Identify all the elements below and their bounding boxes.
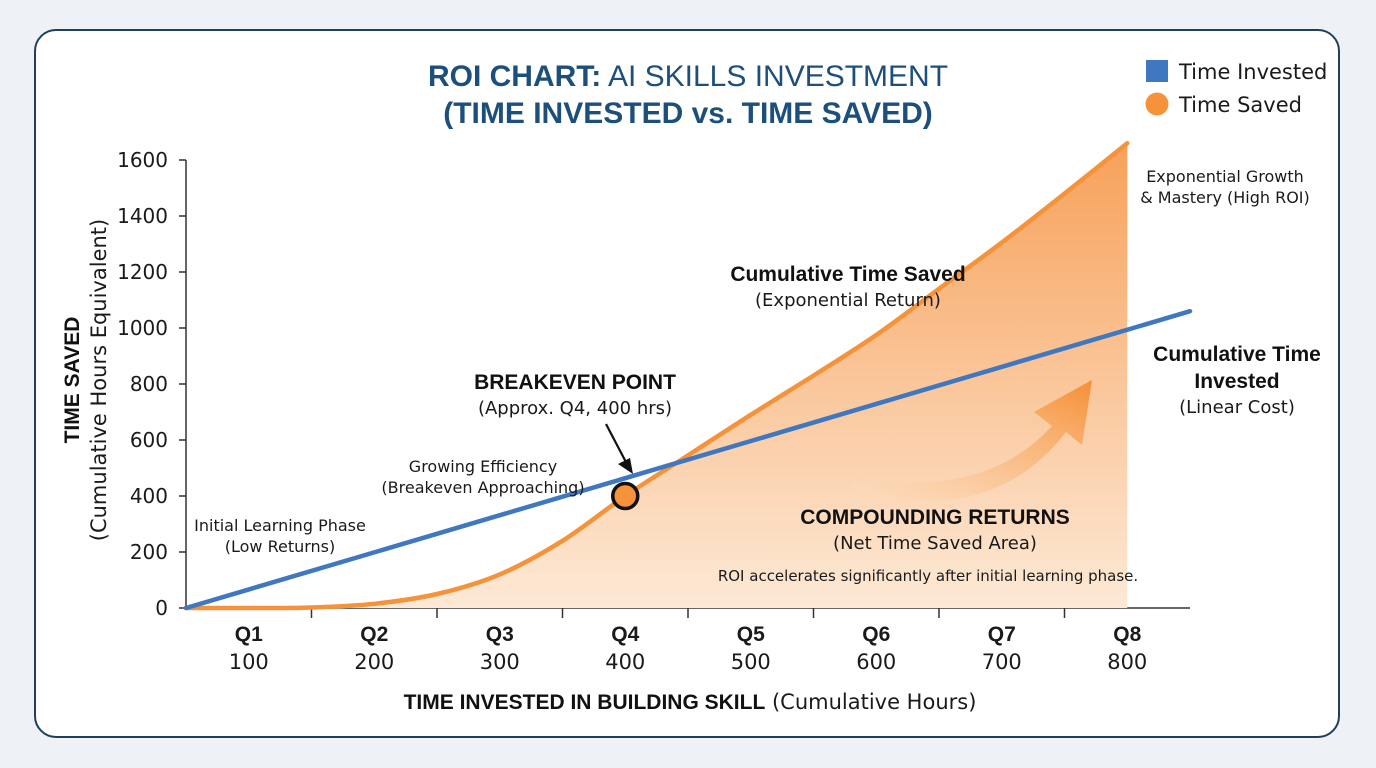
- x-tick-hours-label: 100: [229, 650, 269, 674]
- x-tick-quarter-label: Q5: [737, 623, 765, 646]
- x-tick-quarter-label: Q2: [360, 623, 388, 646]
- breakeven-pointer: [605, 423, 629, 467]
- x-axis-ticks: Q1 100 Q2 200 Q3 300 Q4 400 Q5 500 Q6 600 Q7 700 Q8 800: [229, 608, 1147, 674]
- legend-label-invested: Time Invested: [1178, 60, 1327, 84]
- annotation-invested-sub: (Linear Cost): [1179, 397, 1295, 418]
- annotation-expo-line1: Exponential Growth: [1146, 167, 1304, 186]
- annotation-growing-line1: Growing Efficiency: [409, 457, 557, 476]
- annotation-compound-title: COMPOUNDING RETURNS: [800, 506, 1070, 529]
- chart-title-line1: ROI CHART: AI SKILLS INVESTMENT: [428, 60, 948, 93]
- annotation-growing-line2: (Breakeven Approaching): [381, 478, 584, 497]
- y-tick-label: 1200: [117, 260, 168, 284]
- x-tick-quarter-label: Q6: [862, 623, 890, 646]
- annotation-invested-title-2: Invested: [1194, 370, 1279, 393]
- breakeven-pointer-head-icon: [618, 458, 633, 474]
- time-invested-line: [183, 308, 1193, 611]
- x-tick-quarter-label: Q8: [1113, 623, 1141, 646]
- legend-swatch-invested: [1146, 60, 1168, 82]
- x-tick-hours-label: 300: [480, 650, 520, 674]
- legend-swatch-saved: [1145, 92, 1169, 116]
- annotation-compound-sub: (Net Time Saved Area): [833, 533, 1037, 554]
- x-tick-quarter-label: Q7: [988, 623, 1016, 646]
- y-tick-label: 1000: [117, 316, 168, 340]
- legend: Time Invested Time Saved: [1145, 60, 1327, 117]
- breakeven-marker: [611, 481, 640, 511]
- x-tick-quarter-label: Q4: [611, 623, 639, 646]
- x-tick-quarter-label: Q1: [235, 623, 263, 646]
- annotation-roi-note: ROI accelerates significantly after init…: [718, 567, 1138, 585]
- y-axis-ticks: 0 200 400 600 800 1000 1200 1400 1600: [117, 148, 186, 620]
- x-tick-hours-label: 400: [605, 650, 645, 674]
- y-tick-label: 0: [155, 596, 168, 620]
- annotation-expo-line2: & Mastery (High ROI): [1140, 188, 1310, 207]
- y-tick-label: 800: [130, 372, 168, 396]
- y-tick-label: 1600: [117, 148, 168, 172]
- annotation-invested-title-1: Cumulative Time: [1153, 343, 1321, 366]
- y-tick-label: 600: [130, 428, 168, 452]
- y-tick-label: 1400: [117, 204, 168, 228]
- x-tick-hours-label: 800: [1107, 650, 1147, 674]
- x-tick-hours-label: 600: [856, 650, 896, 674]
- annotation-breakeven-title: BREAKEVEN POINT: [474, 371, 676, 394]
- y-axis-title: TIME SAVED (Cumulative Hours Equivalent): [61, 219, 111, 541]
- x-tick-hours-label: 500: [731, 650, 771, 674]
- annotation-initial-line2: (Low Returns): [225, 537, 336, 556]
- chart-title-line2: (TIME INVESTED vs. TIME SAVED): [443, 97, 933, 130]
- growth-arrow-icon: [852, 380, 1092, 501]
- x-axis-title: TIME INVESTED IN BUILDING SKILL (Cumulat…: [404, 690, 977, 714]
- legend-label-saved: Time Saved: [1178, 93, 1302, 117]
- annotation-saved-title: Cumulative Time Saved: [730, 263, 965, 286]
- x-tick-quarter-label: Q3: [486, 623, 514, 646]
- y-axis-title-sub: (Cumulative Hours Equivalent): [87, 219, 111, 541]
- x-tick-hours-label: 200: [354, 650, 394, 674]
- y-tick-label: 200: [130, 540, 168, 564]
- y-axis-title-bold: TIME SAVED: [61, 317, 84, 444]
- annotation-saved-sub: (Exponential Return): [755, 290, 941, 311]
- y-tick-label: 400: [130, 484, 168, 508]
- annotation-breakeven-sub: (Approx. Q4, 400 hrs): [478, 398, 672, 419]
- x-tick-hours-label: 700: [982, 650, 1022, 674]
- annotation-initial-line1: Initial Learning Phase: [194, 516, 366, 535]
